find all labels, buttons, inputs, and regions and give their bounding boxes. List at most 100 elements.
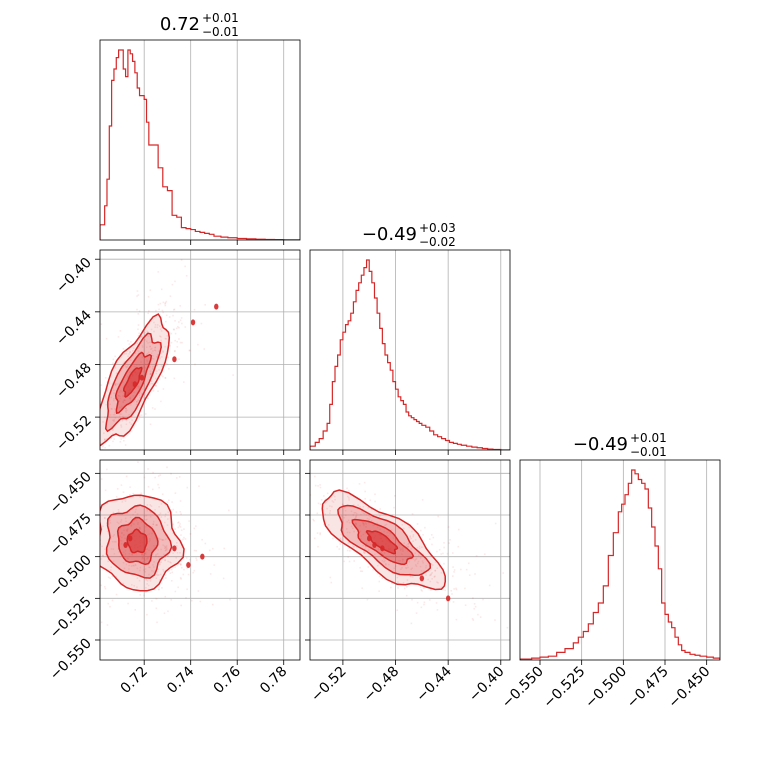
scatter-point bbox=[151, 357, 154, 359]
scatter-point bbox=[148, 533, 150, 535]
scatter-point bbox=[211, 603, 214, 606]
scatter-point bbox=[100, 515, 101, 518]
scatter-point bbox=[387, 563, 390, 566]
scatter-point bbox=[374, 493, 376, 496]
scatter-point bbox=[409, 535, 412, 537]
scatter-point bbox=[136, 513, 139, 515]
scatter-point bbox=[135, 364, 138, 366]
scatter-point bbox=[137, 399, 139, 401]
scatter-point bbox=[149, 423, 152, 426]
scatter-point bbox=[155, 597, 158, 600]
scatter-point bbox=[122, 582, 125, 585]
scatter-point bbox=[115, 541, 117, 543]
scatter-point bbox=[367, 521, 370, 524]
scatter-point bbox=[179, 526, 182, 528]
scatter-point bbox=[106, 468, 108, 471]
scatter-point bbox=[165, 338, 168, 340]
scatter-point bbox=[146, 580, 149, 582]
scatter-point bbox=[425, 566, 427, 569]
contour-fill-level-3 bbox=[123, 367, 142, 397]
scatter-point bbox=[152, 520, 155, 523]
scatter-point bbox=[416, 523, 419, 525]
scatter-point bbox=[96, 567, 98, 569]
scatter-point bbox=[423, 570, 425, 572]
scatter-point bbox=[167, 356, 169, 359]
scatter-point bbox=[118, 522, 120, 525]
scatter-point bbox=[133, 523, 135, 525]
scatter-point bbox=[193, 527, 196, 530]
scatter-point bbox=[123, 399, 126, 401]
scatter-point bbox=[151, 343, 154, 345]
scatter-point bbox=[172, 532, 175, 534]
scatter-point bbox=[414, 539, 417, 541]
scatter-point bbox=[344, 509, 347, 512]
scatter-point bbox=[159, 335, 161, 337]
scatter-point bbox=[362, 505, 365, 508]
plot-area bbox=[310, 259, 510, 450]
scatter-point bbox=[146, 534, 149, 536]
scatter-point bbox=[494, 619, 496, 621]
scatter-point bbox=[109, 577, 111, 580]
scatter-point bbox=[141, 558, 143, 560]
scatter-point bbox=[149, 345, 151, 348]
scatter-point bbox=[119, 413, 121, 415]
scatter-point bbox=[364, 545, 367, 548]
scatter-point bbox=[179, 552, 181, 554]
scatter-point bbox=[142, 367, 145, 369]
scatter-point bbox=[170, 332, 173, 335]
scatter-point bbox=[141, 356, 144, 359]
scatter-point bbox=[131, 553, 134, 555]
scatter-point bbox=[416, 601, 419, 604]
scatter-point bbox=[213, 564, 216, 566]
scatter-point bbox=[125, 366, 128, 369]
scatter-point bbox=[109, 605, 111, 608]
scatter-point bbox=[360, 513, 362, 516]
scatter-point bbox=[121, 501, 124, 503]
scatter-point bbox=[174, 590, 177, 593]
scatter-point bbox=[376, 522, 379, 525]
contour-line-level-1 bbox=[104, 332, 162, 433]
scatter-point bbox=[123, 392, 125, 394]
scatter-point bbox=[167, 511, 170, 514]
scatter-point bbox=[146, 548, 149, 550]
scatter-point bbox=[368, 518, 370, 521]
scatter-point bbox=[104, 517, 106, 519]
scatter-point bbox=[153, 321, 155, 324]
scatter-point bbox=[312, 518, 315, 521]
scatter-point bbox=[135, 508, 137, 511]
scatter-point bbox=[437, 582, 439, 584]
scatter-point bbox=[362, 512, 365, 514]
scatter-point bbox=[354, 522, 357, 525]
scatter-point bbox=[160, 503, 163, 505]
scatter-point bbox=[145, 551, 147, 553]
scatter-point bbox=[365, 514, 368, 516]
scatter-point bbox=[129, 396, 132, 399]
scatter-point bbox=[429, 538, 431, 540]
scatter-point bbox=[256, 497, 258, 499]
scatter-point bbox=[163, 570, 165, 573]
scatter-point bbox=[150, 382, 153, 385]
scatter-point bbox=[193, 308, 196, 311]
scatter-point bbox=[421, 499, 424, 501]
scatter-point bbox=[135, 366, 137, 369]
scatter-point bbox=[360, 570, 362, 572]
scatter-point bbox=[169, 561, 171, 563]
scatter-point bbox=[111, 599, 114, 602]
scatter-point bbox=[152, 523, 154, 525]
title-param-1-plus: +0.03 bbox=[419, 221, 456, 235]
scatter-point bbox=[147, 335, 150, 337]
scatter-point bbox=[147, 588, 150, 591]
scatter-point bbox=[405, 567, 408, 570]
scatter-point bbox=[378, 590, 380, 592]
scatter-point bbox=[179, 319, 182, 322]
scatter-point bbox=[94, 535, 96, 537]
scatter-point bbox=[75, 511, 77, 513]
scatter-point bbox=[316, 512, 319, 515]
scatter-point bbox=[124, 500, 127, 502]
scatter-point bbox=[146, 613, 148, 616]
contour-island bbox=[200, 553, 205, 560]
scatter-point bbox=[414, 564, 417, 566]
scatter-point bbox=[483, 553, 486, 555]
scatter-point bbox=[314, 484, 317, 487]
scatter-point bbox=[171, 501, 173, 503]
